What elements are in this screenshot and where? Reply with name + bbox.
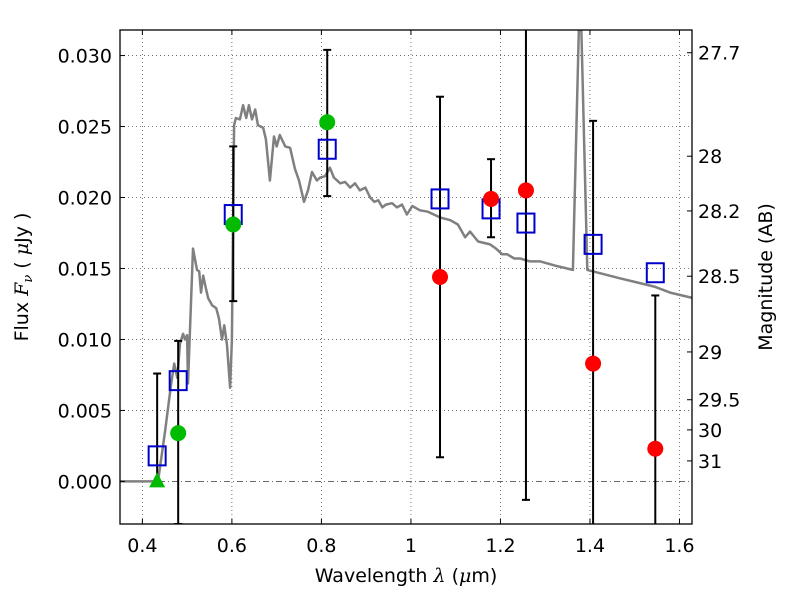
x-tick-label: 1.2 — [485, 535, 515, 557]
sed-model-line — [120, 30, 692, 483]
model-photometry-square — [317, 138, 337, 160]
model-photometry-square — [583, 233, 603, 255]
y-axis-label-symbol: F — [11, 282, 33, 297]
x-axis-label-open: ( — [446, 565, 459, 587]
observed-ir-point — [483, 190, 500, 207]
y2-tick-label: 28 — [698, 146, 722, 168]
x-axis-label-symbol: λ — [432, 565, 445, 587]
observed-ir-point — [585, 355, 602, 372]
y-tick-label: 0.005 — [58, 400, 112, 422]
x-axis-label-mu: μ — [459, 565, 471, 587]
model-photometry-square — [516, 212, 536, 234]
observed-optical-point — [319, 114, 336, 131]
y-tick-label: 0.020 — [58, 188, 112, 210]
x-axis-label-unit: m) — [471, 565, 497, 587]
observed-optical-point — [170, 425, 187, 442]
model-photometry-square — [147, 445, 167, 467]
model-photometry-square — [645, 262, 665, 284]
observed-limit-triangle — [149, 472, 166, 488]
y-axis-label: Flux Fν ( μJy ) — [11, 213, 36, 342]
model-photometry-square — [168, 370, 188, 392]
y2-tick-label: 29.5 — [698, 390, 740, 412]
y2-tick-label: 29 — [698, 342, 722, 364]
observed-ir-point — [432, 269, 449, 285]
y-axis-label-subscript: ν — [21, 275, 36, 283]
x-tick-label: 0.6 — [217, 535, 247, 557]
x-tick-label: 1.6 — [664, 535, 694, 557]
x-tick-label: 1.4 — [575, 535, 605, 557]
y-tick-label: 0.025 — [58, 117, 112, 139]
observed-optical-point — [225, 216, 242, 233]
plot-frame — [119, 29, 693, 525]
y-axis-label-open: ( — [11, 255, 33, 275]
marker-group — [147, 114, 665, 488]
y-axis-ticks: 0.000 0.005 0.010 0.015 0.020 0.025 0.030 — [58, 46, 125, 493]
y2-tick-label: 28.5 — [698, 266, 740, 288]
observed-ir-point — [647, 440, 664, 457]
y2-axis-ticks: 27.7 28 28.2 28.5 29 29.5 30 31 — [687, 43, 740, 473]
y2-tick-label: 30 — [698, 420, 722, 442]
y2-tick-label: 31 — [698, 451, 722, 473]
y-tick-label: 0.010 — [58, 329, 112, 351]
observed-ir-point — [517, 182, 534, 199]
y2-tick-label: 27.7 — [698, 43, 740, 65]
model-photometry-square — [430, 188, 450, 210]
sed-model-group — [120, 30, 692, 483]
x-axis-label-prefix: Wavelength — [315, 565, 434, 587]
y-axis-label-prefix: Flux — [11, 296, 33, 342]
y-tick-label: 0.015 — [58, 258, 112, 280]
x-axis-ticks: 0.4 0.6 0.8 1 1.2 1.4 1.6 — [127, 30, 695, 557]
grid-lines — [120, 30, 692, 524]
x-axis-label: Wavelength λ (μm) — [315, 565, 498, 587]
y2-axis-label: Magnitude (AB) — [755, 203, 777, 351]
y-tick-label: 0.000 — [58, 471, 112, 493]
plot-background — [120, 30, 692, 524]
x-tick-label: 1 — [405, 535, 417, 557]
y-axis-label-mu: μ — [11, 243, 33, 255]
y-axis-label-unit: Jy ) — [11, 213, 33, 244]
y2-tick-label: 28.2 — [698, 201, 740, 223]
x-tick-label: 0.4 — [127, 535, 157, 557]
y-tick-label: 0.030 — [58, 46, 112, 68]
x-tick-label: 0.8 — [306, 535, 336, 557]
